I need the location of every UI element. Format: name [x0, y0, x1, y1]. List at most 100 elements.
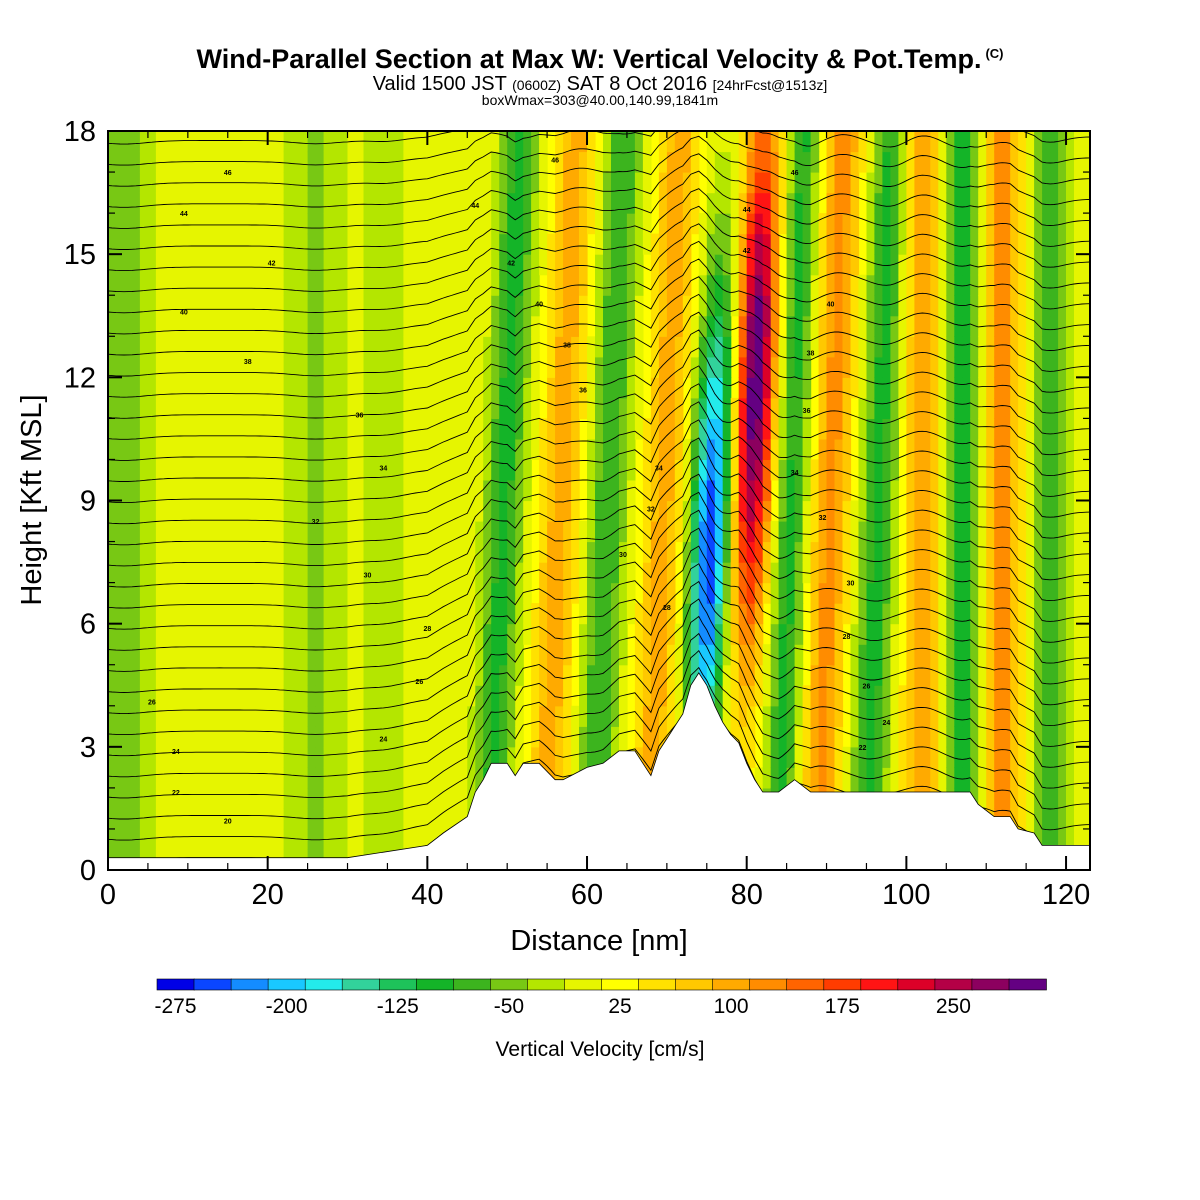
- field-cell: [842, 767, 852, 789]
- field-cell: [491, 151, 500, 173]
- field-cell: [139, 192, 149, 214]
- field-cell: [563, 418, 572, 440]
- field-cell: [890, 356, 899, 378]
- field-cell: [1018, 356, 1027, 378]
- field-cell: [547, 746, 556, 768]
- field-cell: [1026, 787, 1035, 809]
- field-cell: [283, 541, 293, 563]
- field-cell: [730, 213, 740, 235]
- field-cell: [155, 172, 165, 194]
- field-cell: [802, 336, 812, 358]
- field-cell: [132, 377, 141, 399]
- field-cell: [403, 192, 412, 214]
- field-cell: [642, 233, 652, 255]
- field-cell: [1082, 644, 1090, 666]
- field-cell: [427, 192, 436, 214]
- field-cell: [1074, 808, 1083, 830]
- field-cell: [970, 582, 979, 604]
- field-cell: [523, 480, 532, 502]
- field-cell: [363, 336, 373, 358]
- field-cell: [339, 828, 349, 850]
- field-cell: [251, 192, 261, 214]
- field-cell: [395, 562, 404, 584]
- field-cell: [459, 233, 468, 255]
- field-cell: [555, 131, 564, 153]
- field-cell: [363, 480, 373, 502]
- field-cell: [1034, 356, 1043, 378]
- field-cell: [858, 521, 868, 543]
- field-cell: [1034, 787, 1043, 809]
- field-cell: [315, 459, 325, 481]
- field-cell: [523, 356, 532, 378]
- field-cell: [411, 767, 420, 789]
- field-cell: [595, 562, 604, 584]
- field-cell: [778, 664, 788, 686]
- field-cell: [531, 644, 540, 666]
- field-cell: [523, 521, 532, 543]
- field-cell: [1002, 746, 1011, 768]
- field-cell: [571, 418, 580, 440]
- field-cell: [307, 418, 317, 440]
- field-cell: [459, 685, 468, 707]
- field-cell: [555, 664, 564, 686]
- field-cell: [315, 644, 325, 666]
- field-cell: [786, 418, 796, 440]
- field-cell: [1082, 603, 1090, 625]
- field-cell: [491, 685, 500, 707]
- field-cell: [626, 315, 636, 337]
- field-cell: [355, 254, 365, 276]
- field-cell: [970, 459, 979, 481]
- field-cell: [770, 582, 780, 604]
- field-cell: [906, 541, 915, 563]
- field-cell: [499, 192, 508, 214]
- field-cell: [938, 233, 947, 255]
- field-cell: [251, 767, 261, 789]
- field-cell: [219, 438, 229, 460]
- field-cell: [818, 295, 828, 317]
- field-cell: [275, 500, 285, 522]
- field-cell: [810, 172, 820, 194]
- field-cell: [299, 356, 309, 378]
- field-cell: [1018, 644, 1027, 666]
- field-cell: [291, 213, 301, 235]
- field-cell: [1042, 603, 1051, 625]
- field-cell: [363, 213, 373, 235]
- field-cell: [906, 397, 915, 419]
- field-cell: [419, 828, 428, 850]
- field-cell: [882, 254, 891, 276]
- field-cell: [706, 418, 716, 440]
- field-cell: [770, 233, 780, 255]
- field-cell: [986, 480, 995, 502]
- field-cell: [163, 521, 173, 543]
- field-cell: [371, 541, 381, 563]
- field-cell: [794, 685, 804, 707]
- field-cell: [1058, 767, 1067, 789]
- field-cell: [251, 438, 261, 460]
- field-cell: [1074, 664, 1083, 686]
- field-cell: [786, 562, 796, 584]
- field-cell: [187, 644, 197, 666]
- field-cell: [890, 500, 899, 522]
- field-cell: [116, 541, 125, 563]
- field-cell: [203, 541, 213, 563]
- field-cell: [467, 151, 476, 173]
- field-cell: [794, 541, 804, 563]
- field-cell: [187, 828, 197, 850]
- field-cell: [1050, 397, 1059, 419]
- field-cell: [826, 746, 836, 768]
- field-cell: [1042, 438, 1051, 460]
- field-cell: [754, 767, 764, 789]
- field-cell: [730, 664, 740, 686]
- field-cell: [299, 521, 309, 543]
- field-cell: [219, 746, 229, 768]
- field-cell: [619, 131, 628, 153]
- field-cell: [842, 315, 852, 337]
- field-cell: [291, 377, 301, 399]
- field-cell: [882, 233, 891, 255]
- field-cell: [395, 726, 404, 748]
- field-cell: [730, 521, 740, 543]
- field-cell: [443, 151, 452, 173]
- field-cell: [650, 644, 660, 666]
- x-tick-label: 60: [571, 879, 603, 911]
- field-cell: [251, 315, 261, 337]
